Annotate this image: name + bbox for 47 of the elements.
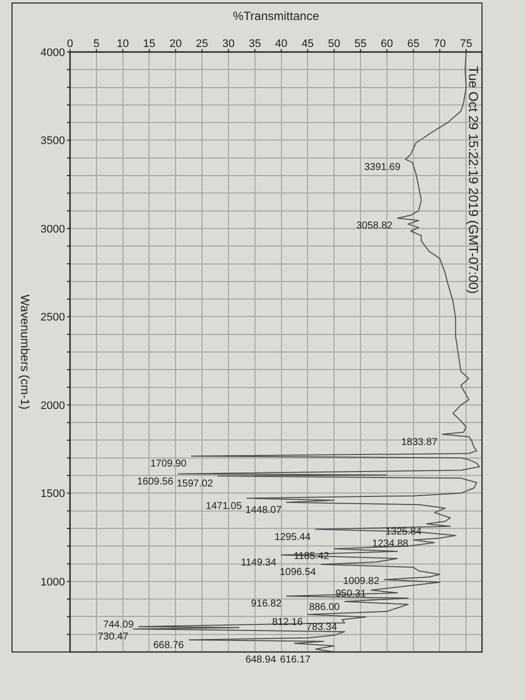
y-tick-label: 2000 (40, 400, 65, 412)
x-tick-label: 20 (170, 38, 182, 50)
x-tick-label: 40 (275, 38, 288, 50)
y-tick-label: 2500 (40, 312, 65, 324)
x-tick-label: 65 (407, 38, 420, 50)
annotation: Tue Oct 29 15:22:19 2019 (GMT-07:00) (466, 66, 482, 294)
annotation: 1096.54 (280, 566, 316, 578)
annotation: 744.09 (103, 619, 134, 630)
y-tick-label: 1500 (40, 488, 65, 500)
x-tick-label: 5 (93, 38, 100, 50)
x-axis-title: %Transmittance (232, 9, 320, 23)
x-tick-label: 55 (354, 38, 367, 50)
annotation: 1709.90 (150, 458, 187, 470)
y-tick-label: 1000 (40, 576, 65, 588)
annotation: 916.82 (250, 598, 282, 610)
annotation: 783.34 (306, 622, 338, 634)
annotation: 1833.87 (401, 436, 438, 448)
annotation: 1448.07 (245, 504, 282, 516)
annotation: 616.17 (280, 654, 312, 666)
annotation: 668.76 (153, 640, 184, 651)
x-tick-label: 45 (302, 38, 314, 50)
annotation: 1009.82 (343, 576, 380, 588)
x-tick-label: 30 (222, 38, 235, 50)
annotation: 648.94 (245, 654, 276, 666)
annotation: 886.00 (309, 602, 340, 614)
x-tick-label: 25 (196, 38, 208, 50)
x-tick-label: 70 (434, 38, 446, 50)
x-tick-label: 75 (460, 38, 472, 50)
annotation: 3391.69 (364, 162, 401, 173)
annotation: 1597.02 (176, 478, 214, 490)
annotation: 1295.44 (274, 532, 312, 543)
y-tick-label: 3000 (40, 223, 65, 236)
x-tick-label: 15 (143, 38, 156, 50)
annotation: 1471.05 (206, 500, 242, 512)
x-tick-label: 35 (248, 38, 261, 50)
annotation: 730.47 (98, 631, 129, 642)
x-tick-label: 50 (328, 38, 340, 50)
annotation: 3058.82 (356, 220, 393, 232)
annotation: 1609.56 (137, 476, 174, 488)
y-tick-label: 4000 (40, 46, 65, 59)
annotation: 1149.34 (240, 558, 277, 569)
y-tick-label: 3500 (40, 135, 65, 148)
line-series (132, 52, 480, 652)
y-axis-title: Wavenumbers (cm-1) (18, 294, 32, 410)
x-tick-label: 10 (116, 38, 129, 50)
x-tick-label: 0 (66, 38, 74, 50)
x-tick-label: 60 (380, 38, 394, 50)
